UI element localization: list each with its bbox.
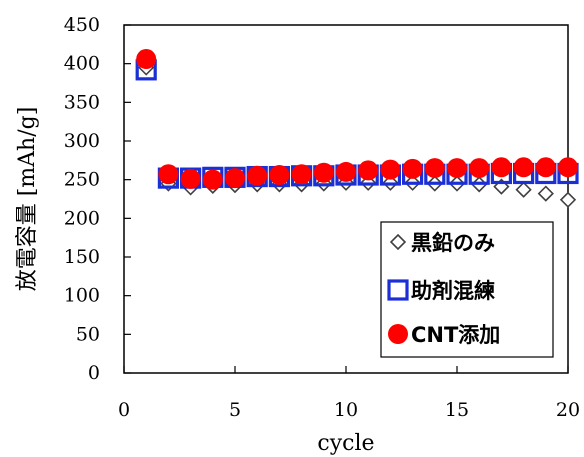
data-point [225,168,245,189]
data-point [513,157,534,178]
data-point [358,160,379,181]
data-point [158,164,179,185]
x-axis-title: cycle [317,431,374,456]
y-tick-label: 250 [64,169,100,191]
legend-marker [389,233,407,251]
data-point [202,169,223,190]
y-tick-label: 450 [64,14,100,36]
data-point [537,185,554,202]
axis-tick-labels: 0 50 100 150 200 250 300 350 400 450 0 5 10 15 20 [64,14,580,421]
y-tick-label: 350 [64,91,100,113]
data-point [247,165,268,186]
data-point [402,158,423,179]
y-tick-label: 100 [64,285,100,307]
data-point [558,157,578,178]
data-point [515,181,532,198]
y-tick-label: 200 [64,207,100,229]
data-series [135,49,579,208]
x-tick-label: 20 [556,399,580,421]
y-tick-label: 400 [64,53,100,75]
data-point [469,158,490,179]
data-point [424,158,445,179]
legend-marker [388,324,408,344]
x-tick-label: 5 [229,399,241,421]
y-tick-label: 300 [64,130,100,152]
data-point [491,157,512,178]
y-tick-label: 150 [64,246,100,268]
legend-label: 黒鉛のみ [411,231,495,255]
data-point [559,191,577,208]
data-point [136,49,157,70]
x-tick-label: 10 [334,399,358,421]
x-tick-label: 0 [118,399,130,421]
x-tick-label: 15 [445,399,469,421]
data-point [336,161,356,182]
data-point [380,159,401,180]
data-point [291,164,312,185]
series-circle-filled [136,49,578,190]
data-point [180,168,201,189]
y-axis-title: 放電容量 [mAh/g] [15,107,40,292]
axis-ticks [123,24,569,374]
legend-box [380,221,554,358]
legend-marker [387,279,409,301]
legend-label: 助剤混練 [411,279,495,303]
y-tick-label: 0 [88,362,100,384]
data-point [535,157,556,178]
data-point [269,165,290,186]
legend-label: CNT添加 [411,323,500,347]
data-point [313,162,334,183]
data-point [447,158,467,179]
y-tick-label: 50 [76,323,100,345]
